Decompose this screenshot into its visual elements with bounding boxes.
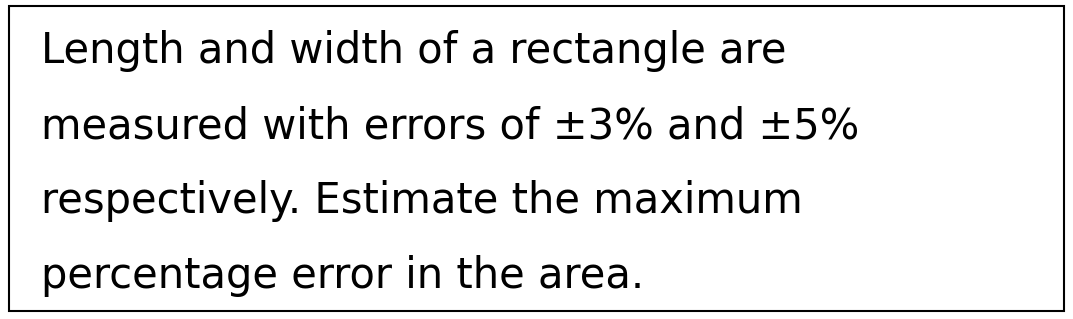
Text: Length and width of a rectangle are: Length and width of a rectangle are [41,30,787,72]
Text: respectively. Estimate the maximum: respectively. Estimate the maximum [41,180,803,222]
Text: percentage error in the area.: percentage error in the area. [41,255,644,297]
Text: measured with errors of ±3% and ±5%: measured with errors of ±3% and ±5% [41,105,859,147]
